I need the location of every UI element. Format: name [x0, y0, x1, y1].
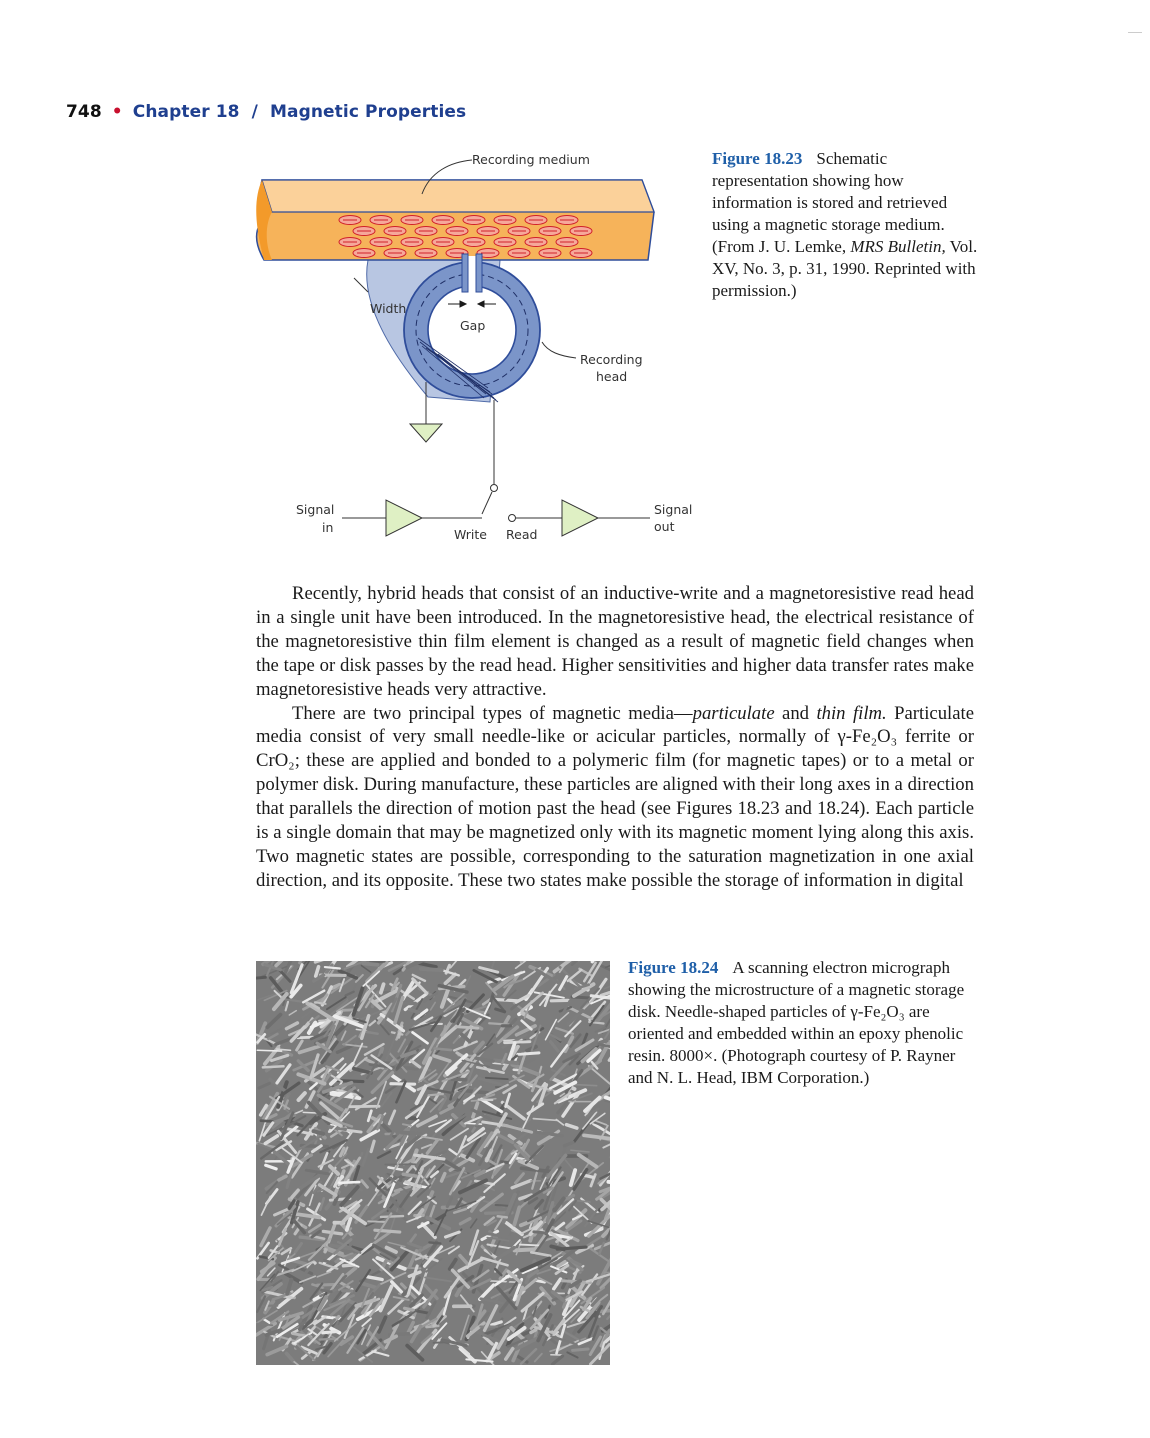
term-thin-film: thin film.	[816, 702, 887, 724]
label-recording-head-1: Recording	[580, 352, 643, 367]
label-recording-head-2: head	[596, 369, 627, 384]
label-recording-medium: Recording medium	[472, 152, 590, 167]
body-text: Recently, hybrid heads that consist of a…	[256, 582, 974, 893]
label-width: Width	[370, 301, 406, 316]
paragraph-2-text-b: and	[774, 702, 817, 724]
label-signal-in-1: Signal	[296, 502, 334, 517]
paragraph-2: There are two principal types of magneti…	[256, 702, 974, 893]
tape-particles	[338, 215, 593, 258]
paragraph-2-text-a: There are two principal types of magneti…	[292, 702, 693, 724]
figure-18-24-caption: Figure 18.24 A scanning electron microgra…	[628, 957, 980, 1089]
gap-arrows	[448, 300, 496, 308]
paragraph-2-text-c: Particulate media consist of very small …	[256, 702, 975, 891]
figure-18-24-caption-text: A scanning electron micrograph showing t…	[628, 958, 965, 1087]
page-number: 748	[66, 102, 102, 122]
label-write: Write	[454, 527, 487, 542]
figure-18-23-caption: Figure 18.23 Schematic representation sho…	[712, 148, 980, 302]
label-signal-out-2: out	[654, 519, 675, 534]
figure-18-23-label: Figure 18.23	[712, 149, 803, 168]
figure-18-23-diagram: Recording medium Width Gap Recording hea…	[255, 152, 692, 542]
term-particulate: particulate	[692, 702, 775, 724]
coil-winding	[417, 337, 499, 403]
sem-micrograph-image	[256, 961, 610, 1365]
write-amplifier	[385, 499, 424, 537]
header-bullet: •	[111, 102, 123, 122]
corner-mark	[1128, 32, 1142, 33]
figure-18-24-label: Figure 18.24	[628, 958, 719, 977]
label-read: Read	[506, 527, 537, 542]
running-header: 748 • Chapter 18 / Magnetic Properties	[66, 102, 466, 122]
figure-18-23-caption-text-2: Vol. XV, No. 3, p. 31, 1990. Reprinted w…	[712, 237, 978, 300]
figure-18-23-caption-text-1: Schematic representation showing how inf…	[712, 149, 948, 256]
chapter-title: Chapter 18 / Magnetic Properties	[132, 102, 467, 122]
paragraph-1: Recently, hybrid heads that consist of a…	[256, 583, 974, 700]
read-amplifier	[561, 499, 600, 537]
label-gap: Gap	[460, 318, 485, 333]
figure-18-23-caption-journal: MRS Bulletin,	[850, 237, 946, 256]
label-signal-in-2: in	[322, 520, 333, 535]
label-signal-out-1: Signal	[654, 502, 692, 517]
